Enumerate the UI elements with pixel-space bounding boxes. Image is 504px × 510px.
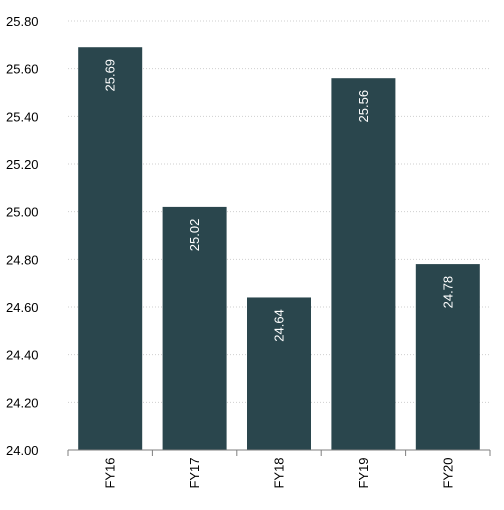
data-label: 25.69	[103, 59, 118, 92]
y-tick-label: 24.00	[6, 443, 39, 458]
y-tick-label: 25.60	[6, 62, 39, 77]
bar-fy16	[78, 47, 143, 450]
data-label: 24.78	[440, 276, 455, 309]
y-tick-label: 24.40	[6, 348, 39, 363]
data-label: 25.02	[187, 219, 202, 252]
y-tick-label: 24.80	[6, 252, 39, 267]
x-tick-label: FY16	[103, 457, 118, 488]
y-tick-label: 25.20	[6, 157, 39, 172]
x-tick-label: FY17	[187, 457, 202, 488]
y-tick-label: 25.40	[6, 109, 39, 124]
axes	[67, 449, 491, 456]
bar-fy20	[415, 264, 480, 450]
x-tick-label: FY20	[440, 457, 455, 488]
y-tick-label: 24.20	[6, 395, 39, 410]
x-tick-label: FY18	[272, 457, 287, 488]
bar-fy17	[162, 206, 227, 450]
bar-fy18	[247, 297, 311, 450]
y-tick-label: 24.60	[6, 300, 39, 315]
data-label: 25.56	[356, 90, 371, 123]
x-tick-label: FY19	[356, 457, 371, 488]
y-tick-label: 25.80	[6, 14, 39, 29]
bars	[78, 47, 480, 450]
data-label: 24.64	[272, 309, 287, 342]
labels: 24.00 24.20 24.40 24.60 24.80 25.00 25.20 25.40…	[6, 14, 455, 489]
bar-fy19	[331, 78, 396, 450]
y-tick-label: 25.00	[6, 205, 39, 220]
